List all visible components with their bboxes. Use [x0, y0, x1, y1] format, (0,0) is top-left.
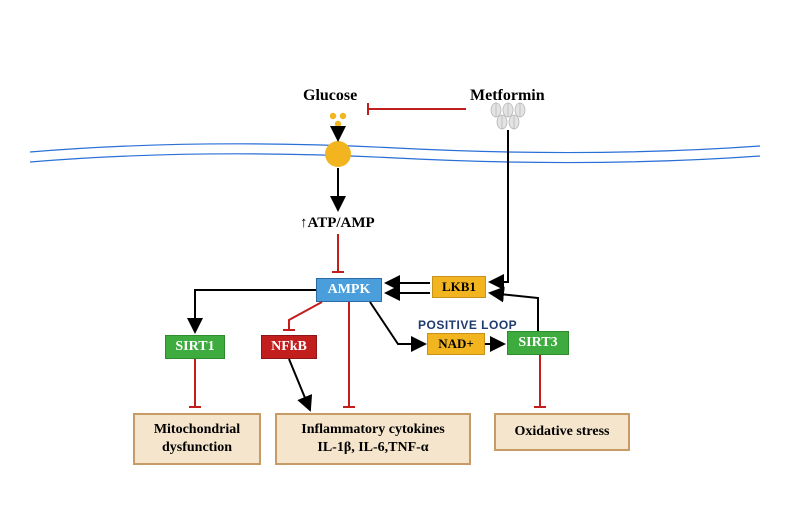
mito-line1: Mitochondrial	[154, 422, 240, 437]
ampk-inhibit-nfkb	[289, 302, 322, 330]
mito-line2: dysfunction	[162, 440, 232, 455]
metformin-icon	[491, 103, 525, 129]
glucose-dot	[340, 113, 346, 119]
transporter-icon	[325, 141, 351, 167]
mitochondrial-box: Mitochondrial dysfunction	[133, 413, 261, 465]
inflam-line2: IL-1β, IL-6,TNF-α	[317, 440, 428, 455]
positive-loop-label: POSITIVE LOOP	[418, 318, 517, 332]
diagram-root: Glucose Metformin ↑ATP/AMP POSITIVE LOOP…	[0, 0, 793, 518]
membrane-outer	[30, 144, 760, 153]
glucose-dot	[330, 113, 336, 119]
ampk-to-sirt1	[195, 290, 316, 332]
nfkb-to-inflam	[289, 359, 310, 410]
sirt1-box: SIRT1	[165, 335, 225, 359]
lkb1-box: LKB1	[432, 276, 486, 298]
atp-amp-label: ↑ATP/AMP	[300, 215, 375, 232]
membrane-inner	[30, 154, 760, 163]
oxid-line1: Oxidative stress	[514, 424, 609, 439]
metformin-label: Metformin	[470, 87, 545, 105]
glucose-dot	[335, 121, 341, 127]
nad-box: NAD+	[427, 333, 485, 355]
ampk-box: AMPK	[316, 278, 382, 302]
sirt3-box: SIRT3	[507, 331, 569, 355]
oxidative-box: Oxidative stress	[494, 413, 630, 451]
inflam-line1: Inflammatory cytokines	[301, 422, 445, 437]
nfkb-box: NFkB	[261, 335, 317, 359]
metformin-to-lkb1	[490, 130, 508, 282]
glucose-label: Glucose	[303, 87, 357, 105]
inflammatory-box: Inflammatory cytokines IL-1β, IL-6,TNF-α	[275, 413, 471, 465]
ampk-to-nad	[370, 302, 425, 344]
